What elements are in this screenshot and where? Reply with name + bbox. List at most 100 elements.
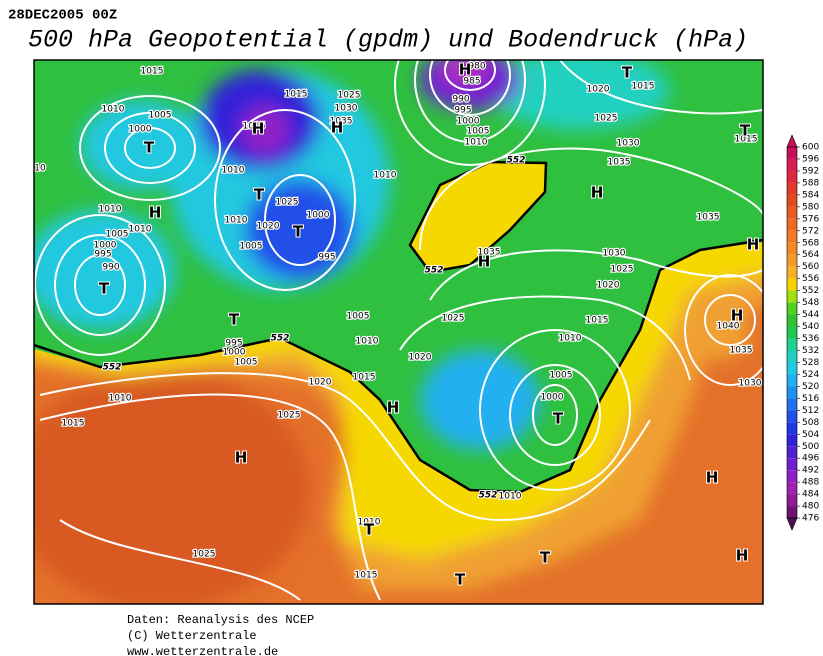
colorbar-swatch <box>787 206 797 219</box>
colorbar-label: 580 <box>802 202 819 212</box>
isobar-label: 1015 <box>586 316 609 326</box>
colorbar-swatch <box>787 194 797 207</box>
isobar-label: 1015 <box>285 90 308 100</box>
isobar-label: 1010 <box>99 205 122 215</box>
isobar-label: 1010 <box>374 171 397 181</box>
isobar-label: 1000 <box>457 117 480 127</box>
colorbar-label: 536 <box>802 334 819 344</box>
colorbar-label: 552 <box>802 286 819 296</box>
colorbar-swatch <box>787 302 797 315</box>
pressure-center: T <box>293 223 304 241</box>
geopotential-label: 552 <box>271 334 290 344</box>
colorbar-label: 500 <box>802 442 819 452</box>
colorbar-label: 560 <box>802 262 819 272</box>
isobar-label: 1020 <box>309 378 332 388</box>
colorbar-label: 488 <box>802 478 819 488</box>
colorbar-label: 592 <box>802 166 819 176</box>
pressure-center: T <box>540 549 551 567</box>
isobar-label: 1020 <box>257 222 280 232</box>
isobar-label: 1025 <box>442 314 465 324</box>
pressure-center: H <box>478 253 491 271</box>
colorbar-label: 544 <box>802 310 819 320</box>
geopotential-label: 552 <box>479 491 498 501</box>
colorbar-arrow <box>786 517 798 531</box>
colorbar-label: 568 <box>802 238 819 248</box>
colorbar-label: 516 <box>802 394 819 404</box>
colorbar-label: 564 <box>802 250 819 260</box>
isobar-label: 1010 <box>222 166 245 176</box>
colorbar-label: 508 <box>802 418 819 428</box>
colorbar-swatch <box>787 470 797 483</box>
colorbar-swatch <box>787 482 797 495</box>
isobars <box>34 60 763 601</box>
isobar-label: 1030 <box>739 379 762 389</box>
colorbar-label: 600 <box>802 143 819 153</box>
isobar-label: 1005 <box>149 111 172 121</box>
colorbar-label: 476 <box>802 514 819 524</box>
pressure-center: T <box>740 122 751 140</box>
isobar-label: 1000 <box>223 348 246 358</box>
isobar-label: 1005 <box>347 312 370 322</box>
footer-line: (C) Wetterzentrale <box>127 629 257 643</box>
isobar-label: 1035 <box>697 213 720 223</box>
isobar-label: 985 <box>463 77 480 87</box>
pressure-center: H <box>331 119 344 137</box>
isobar-label: 1015 <box>355 571 378 581</box>
isobar-label: 1015 <box>243 122 266 132</box>
isobar-label: 1015 <box>735 135 758 145</box>
colorbar-swatch <box>787 170 797 183</box>
colorbar-swatch <box>787 386 797 399</box>
colorbar-swatch <box>787 446 797 459</box>
isobar-label: 1010 <box>465 138 488 148</box>
colorbar-label: 524 <box>802 370 819 380</box>
isobar-label: 990 <box>102 263 119 273</box>
isobar-label: 1005 <box>235 358 258 368</box>
colorbar-swatch <box>787 230 797 243</box>
isobar-label: 1010 <box>102 105 125 115</box>
isobar-label: 1040 <box>717 322 740 332</box>
pressure-center: T <box>553 410 564 428</box>
pressure-center: H <box>149 204 162 222</box>
colorbar-label: 548 <box>802 298 819 308</box>
isobar-label: 995 <box>225 339 242 349</box>
isobar-label: 1035 <box>730 346 753 356</box>
footer-line: www.wetterzentrale.de <box>127 645 278 656</box>
pressure-center: H <box>387 399 400 417</box>
isobar-label: 1035 <box>608 158 631 168</box>
isobar-label: 995 <box>454 106 471 116</box>
colorbar-swatch <box>787 158 797 171</box>
pressure-center: H <box>747 236 760 254</box>
colorbar-label: 576 <box>802 214 819 224</box>
isobar-label: 1005 <box>106 230 129 240</box>
geopotential-label: 552 <box>507 156 526 166</box>
colorbar-swatch <box>787 182 797 195</box>
geopotential-label: 552 <box>103 363 122 373</box>
pressure-center: T <box>229 311 240 329</box>
colorbar-label: 532 <box>802 346 819 356</box>
colorbar-swatch <box>787 278 797 291</box>
colorbar-swatch <box>787 362 797 375</box>
colorbar-swatch <box>787 338 797 351</box>
colorbar-swatch <box>787 410 797 423</box>
isobar-label: 1030 <box>603 249 626 259</box>
pressure-center: H <box>706 469 719 487</box>
isobar-label: 1015 <box>632 82 655 92</box>
pressure-center: T <box>254 186 265 204</box>
pressure-center: T <box>99 280 110 298</box>
isobar-label: 1005 <box>240 242 263 252</box>
isobar-label: 1035 <box>330 117 353 127</box>
isobar-label: 1000 <box>129 125 152 135</box>
isobar-label: 1020 <box>587 85 610 95</box>
pressure-center: H <box>252 120 265 138</box>
isobar-label: 1010 <box>358 518 381 528</box>
colorbar-label: 528 <box>802 358 819 368</box>
colorbar-swatch <box>787 422 797 435</box>
isobar-label: 980 <box>468 62 485 72</box>
pressure-center: H <box>736 547 749 565</box>
pressure-center: H <box>731 307 744 325</box>
colorbar-label: 512 <box>802 406 819 416</box>
colorbar-label: 484 <box>802 490 819 500</box>
colorbar-label: 496 <box>802 454 819 464</box>
colorbar-swatch <box>787 326 797 339</box>
